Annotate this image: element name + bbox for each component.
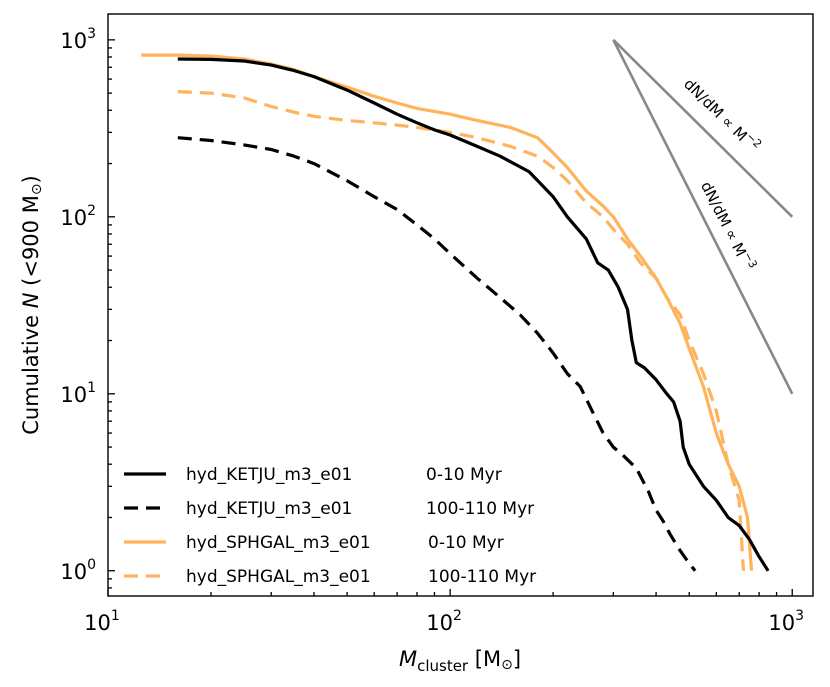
y-axis-title-close: )	[19, 175, 43, 183]
series-line-ketju-dashed	[177, 136, 697, 572]
y-axis-title: Cumulative N (<900 M⊙)	[19, 175, 45, 435]
x-axis-title-unit-open: [M	[468, 647, 501, 671]
y-axis-title-suffix: (<900 M	[19, 195, 43, 292]
legend-period: 0-10 Myr	[426, 465, 502, 485]
y-axis-title-sun-symbol: ⊙	[29, 183, 45, 195]
x-axis-title: Mcluster [M⊙]	[399, 647, 521, 675]
series-line-sphgal-dashed	[177, 90, 745, 571]
legend-series-name: hyd_KETJU_m3_e01	[186, 465, 352, 485]
y-tick-label: 101	[60, 380, 96, 407]
x-axis-title-subscript: cluster	[417, 657, 469, 675]
x-axis-title-unit-close: ]	[513, 647, 521, 671]
x-axis-title-sun-symbol: ⊙	[501, 657, 513, 673]
x-axis-title-italic: M	[399, 647, 417, 671]
x-tick-label: 102	[426, 608, 462, 635]
y-tick-label: 102	[60, 203, 96, 230]
ticks-layer: 101 102 103 100 101 102 103	[60, 26, 804, 635]
y-axis-title-italic: N	[19, 292, 43, 308]
plot-frame	[107, 13, 814, 597]
y-tick-label: 100	[60, 557, 96, 584]
series-line-ketju-solid	[177, 57, 770, 572]
y-axis-title-prefix: Cumulative	[19, 308, 43, 435]
y-tick-label: 103	[60, 26, 96, 53]
legend-series-name: hyd_SPHGAL_m3_e01	[186, 567, 371, 587]
x-tick-label: 101	[84, 608, 120, 635]
lines-layer	[141, 53, 770, 572]
legend-series-name: hyd_SPHGAL_m3_e01	[186, 533, 371, 553]
x-tick-label: 103	[768, 608, 804, 635]
legend: hyd_KETJU_m3_e01 0-10 Myr hyd_KETJU_m3_e01…	[124, 465, 536, 587]
reference-line-slope-minus-3	[612, 39, 794, 395]
reference-line-slope-minus-2	[612, 38, 794, 218]
reference-label-slope-minus-2: dN/dM ∝ M−2	[680, 73, 764, 157]
reference-label-text: dN/dM ∝ M	[680, 75, 751, 145]
legend-series-name: hyd_KETJU_m3_e01	[186, 499, 352, 519]
reference-lines-layer: dN/dM ∝ M−2dN/dM ∝ M−3	[612, 38, 794, 395]
legend-period: 100-110 Myr	[426, 499, 534, 519]
legend-period: 100-110 Myr	[428, 567, 536, 587]
legend-period: 0-10 Myr	[428, 533, 504, 553]
